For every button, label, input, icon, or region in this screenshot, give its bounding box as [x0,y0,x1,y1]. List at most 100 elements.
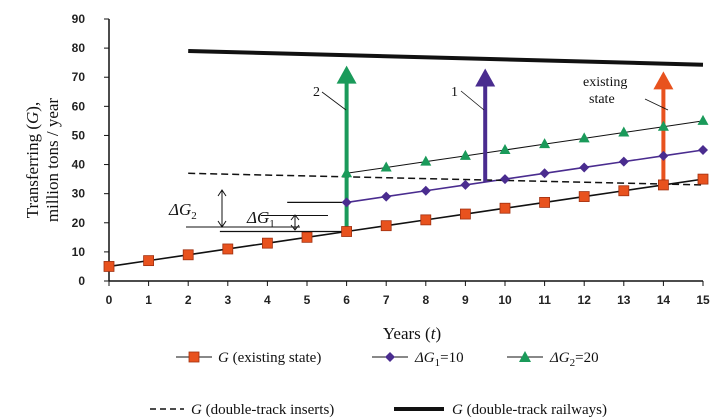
data-point-dg1 [618,156,629,167]
data-point-dg2 [697,114,709,125]
y-tick-label: 20 [72,216,86,230]
x-axis-title: Years (t) [383,324,441,343]
x-tick-label: 7 [383,293,390,307]
delta-g2-label: ΔG2 [168,200,197,222]
data-point-existing [658,179,669,191]
axes [104,18,704,286]
legend-item-existing: G (existing state) [176,350,321,366]
data-point-existing [143,255,155,267]
x-tick-label: 5 [304,293,311,307]
legend-marker-triangle [519,351,531,362]
data-point-existing [459,208,471,220]
legend: G (existing state) ΔG1=10 ΔG2=20 G (doub… [150,350,607,418]
legend-marker-square [188,351,200,363]
data-point-dg2 [420,155,432,166]
delta-g2-annotation: ΔG2 [168,189,300,228]
data-point-dg1 [698,145,708,155]
data-point-dg2 [657,120,669,131]
y-tick-label: 90 [72,12,86,26]
y-tick-label: 80 [72,41,86,55]
data-point-existing [261,237,273,249]
data-point-existing [697,173,709,185]
existing-state-label-line1: existing [583,75,627,90]
data-point-existing [618,185,630,197]
series-lines [108,49,704,268]
data-point-dg1 [658,150,669,161]
data-point-existing [103,261,115,272]
x-tick-label: 15 [696,293,710,307]
leader-line-existing [644,98,669,111]
legend-label-dg1: ΔG1=10 [414,350,464,369]
x-tick-label: 8 [422,293,429,307]
x-tick-label: 0 [106,293,113,307]
data-point-existing [182,249,194,261]
data-point-dg2 [380,161,392,172]
data-point-dg1 [500,174,510,185]
x-tick-label: 12 [578,293,592,307]
y-axis-title-line1: Transferring (G), [23,102,42,218]
series-line-inserts [188,172,704,186]
data-point-dg2 [459,149,471,160]
data-point-existing [420,214,432,226]
data-point-dg1 [341,197,352,208]
y-axis-title-line2: million tons / year [43,98,62,223]
leader-line-2 [321,91,347,111]
legend-item-dg1: ΔG1=10 [372,350,464,369]
data-point-existing [380,220,392,232]
arrows [321,65,674,232]
series-line-railways [188,49,704,67]
arrow-head-1 [475,68,496,87]
data-point-existing [499,202,511,214]
x-tick-label: 2 [185,293,192,307]
y-tick-label: 60 [72,99,86,113]
data-point-dg2 [618,126,630,137]
data-point-dg2 [539,138,551,149]
legend-label-dg2: ΔG2=20 [549,350,599,369]
x-tick-label: 10 [498,293,512,307]
x-tick-label: 11 [538,293,551,307]
data-point-dg1 [420,185,431,196]
data-point-existing [539,196,550,208]
data-point-existing [301,231,313,243]
x-tick-label: 14 [657,293,671,307]
arrow-head-0 [336,65,357,84]
y-tick-label: 30 [72,187,86,201]
legend-item-railways: G (double-track railways) [394,402,607,418]
arrow-head-2 [653,71,674,90]
data-point-dg2 [578,132,590,143]
data-point-dg2 [341,167,353,178]
legend-item-inserts: G (double-track inserts) [150,402,334,418]
legend-item-dg2: ΔG2=20 [507,350,599,369]
series-markers [103,114,709,272]
legend-marker-diamond [385,352,395,362]
data-point-existing [222,243,234,255]
data-point-dg1 [460,179,471,190]
legend-label-inserts: G (double-track inserts) [191,402,334,418]
series-line-existing [108,178,704,268]
data-point-dg1 [539,168,550,179]
data-point-dg1 [579,162,590,173]
legend-label-existing: G (existing state) [218,350,321,366]
x-tick-label: 3 [224,293,231,307]
series-line-dg2 [346,120,704,174]
delta-g1-annotation: ΔG1 [246,208,328,231]
y-tick-label: 70 [72,70,86,84]
data-point-dg2 [499,144,511,154]
y-tick-label: 10 [72,245,86,259]
legend-label-railways: G (double-track railways) [452,402,607,418]
x-tick-label: 13 [617,293,631,307]
x-tick-label: 6 [343,293,350,307]
series-line-dg1 [346,149,704,204]
x-tick-label: 4 [264,293,271,307]
data-point-dg1 [381,191,392,202]
data-point-existing [578,191,590,202]
data-point-existing [341,226,353,237]
x-tick-label: 9 [462,293,469,307]
arrow-label-2: 2 [313,85,320,100]
y-tick-label: 0 [78,274,85,288]
arrow-label-1: 1 [451,85,458,100]
x-tick-label: 1 [145,293,152,307]
existing-state-label-line2: state [589,92,615,107]
